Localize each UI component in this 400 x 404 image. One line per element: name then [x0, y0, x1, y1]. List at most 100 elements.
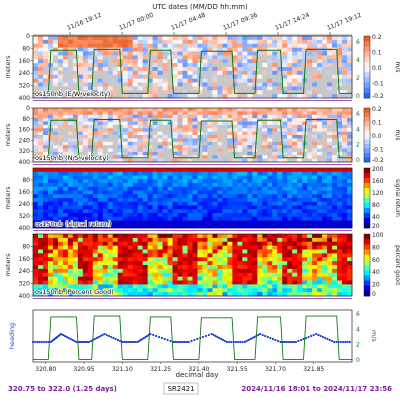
- heatmap-cell: [117, 194, 124, 199]
- heatmap-cell: [112, 171, 119, 176]
- heatmap-cell: [302, 265, 308, 270]
- colorbar-segment: [364, 290, 370, 297]
- heatmap-cell: [67, 209, 74, 214]
- heatmap-cell: [277, 234, 283, 239]
- heatmap-cell: [242, 234, 248, 239]
- heatmap-cell: [237, 171, 243, 176]
- heatmap-cell: [157, 78, 163, 83]
- heatmap-cell: [297, 94, 303, 99]
- heatmap-cell: [282, 205, 288, 210]
- heatmap-cell: [312, 175, 318, 180]
- heatmap-cell: [267, 70, 273, 76]
- heatmap-cell: [47, 272, 54, 278]
- heatmap-cell: [207, 168, 213, 173]
- heatmap-cell: [267, 86, 273, 91]
- heatmap-cell: [37, 241, 44, 247]
- heatmap-cell: [222, 78, 228, 83]
- heatmap-cell: [82, 111, 89, 116]
- heatmap-cell: [282, 280, 288, 285]
- heatmap-cell: [147, 158, 154, 163]
- heatmap-cell: [222, 234, 228, 239]
- heatmap-cell: [322, 292, 328, 297]
- heatmap-cell: [287, 145, 293, 149]
- heatmap-cell: [137, 158, 144, 163]
- y-tick-label: 160: [19, 127, 31, 134]
- heatmap-cell: [242, 216, 248, 221]
- heatmap-cell: [97, 245, 104, 250]
- heatmap-cell: [52, 280, 59, 285]
- heatmap-cell: [277, 253, 283, 258]
- heatmap-cell: [297, 63, 303, 68]
- heatmap-cell: [327, 158, 333, 163]
- heatmap-cell: [227, 220, 233, 225]
- heatmap-cell: [327, 90, 333, 95]
- heatmap-cell: [272, 241, 278, 247]
- heatmap-cell: [92, 292, 99, 297]
- heatmap-cell: [227, 190, 233, 195]
- heatmap-cell: [157, 121, 163, 126]
- heading-point: [344, 340, 347, 344]
- heatmap-cell: [97, 179, 104, 184]
- heatmap-cell: [212, 131, 218, 136]
- heatmap-cell: [282, 171, 288, 176]
- heatmap-cell: [162, 128, 168, 133]
- heatmap-cell: [137, 265, 144, 270]
- heatmap-cell: [302, 78, 308, 83]
- heatmap-cell: [342, 245, 348, 250]
- heatmap-cell: [172, 257, 178, 262]
- heatmap-cell: [77, 128, 84, 133]
- heatmap-cell: [122, 284, 129, 289]
- heatmap-cell: [152, 261, 159, 266]
- heatmap-cell: [192, 141, 198, 146]
- heatmap-cell: [282, 237, 288, 243]
- heatmap-cell: [227, 74, 233, 80]
- heatmap-cell: [92, 245, 99, 250]
- heatmap-cell: [77, 253, 84, 258]
- heatmap-cell: [192, 63, 198, 68]
- heatmap-cell: [307, 63, 313, 68]
- heatmap-cell: [227, 265, 233, 270]
- heatmap-cell: [107, 108, 114, 112]
- heatmap-cell: [72, 268, 79, 274]
- heatmap-cell: [157, 179, 163, 184]
- heatmap-cell: [152, 241, 159, 247]
- heatmap-cell: [162, 292, 168, 297]
- colorbar-tick-label: 0: [372, 291, 376, 298]
- heatmap-cell: [307, 272, 313, 278]
- y-tick-label: 400: [19, 293, 31, 300]
- heatmap-cell: [202, 168, 208, 173]
- heatmap-cell: [242, 124, 248, 129]
- heatmap-cell: [77, 124, 84, 129]
- heatmap-cell: [257, 55, 263, 60]
- heading-point: [179, 340, 183, 344]
- heatmap-cell: [347, 111, 353, 116]
- heatmap-cell: [82, 86, 89, 91]
- heatmap-cell: [327, 213, 333, 218]
- heading-point: [183, 340, 186, 344]
- heatmap-cell: [307, 268, 313, 274]
- heatmap-cell: [337, 94, 343, 99]
- heatmap-cell: [292, 63, 298, 68]
- heatmap-cell: [57, 74, 64, 80]
- heatmap-cell: [137, 63, 144, 68]
- heatmap-cell: [47, 224, 54, 229]
- heatmap-cell: [92, 141, 99, 146]
- heatmap-cell: [227, 124, 233, 129]
- heatmap-cell: [302, 213, 308, 218]
- heatmap-cell: [162, 114, 168, 119]
- heatmap-cell: [57, 183, 64, 188]
- heatmap-cell: [332, 194, 338, 199]
- heatmap-cell: [257, 245, 263, 250]
- heatmap-cell: [212, 90, 218, 95]
- heatmap-cell: [272, 168, 278, 173]
- heatmap-cell: [227, 213, 233, 218]
- heatmap-cell: [152, 224, 159, 229]
- heatmap-cell: [207, 59, 213, 64]
- heatmap-cell: [212, 175, 218, 180]
- heading-point: [63, 334, 66, 338]
- heatmap-cell: [292, 276, 298, 281]
- heatmap-cell: [57, 67, 64, 72]
- heatmap-cell: [212, 280, 218, 285]
- heatmap-cell: [62, 194, 69, 199]
- heatmap-cell: [77, 288, 84, 293]
